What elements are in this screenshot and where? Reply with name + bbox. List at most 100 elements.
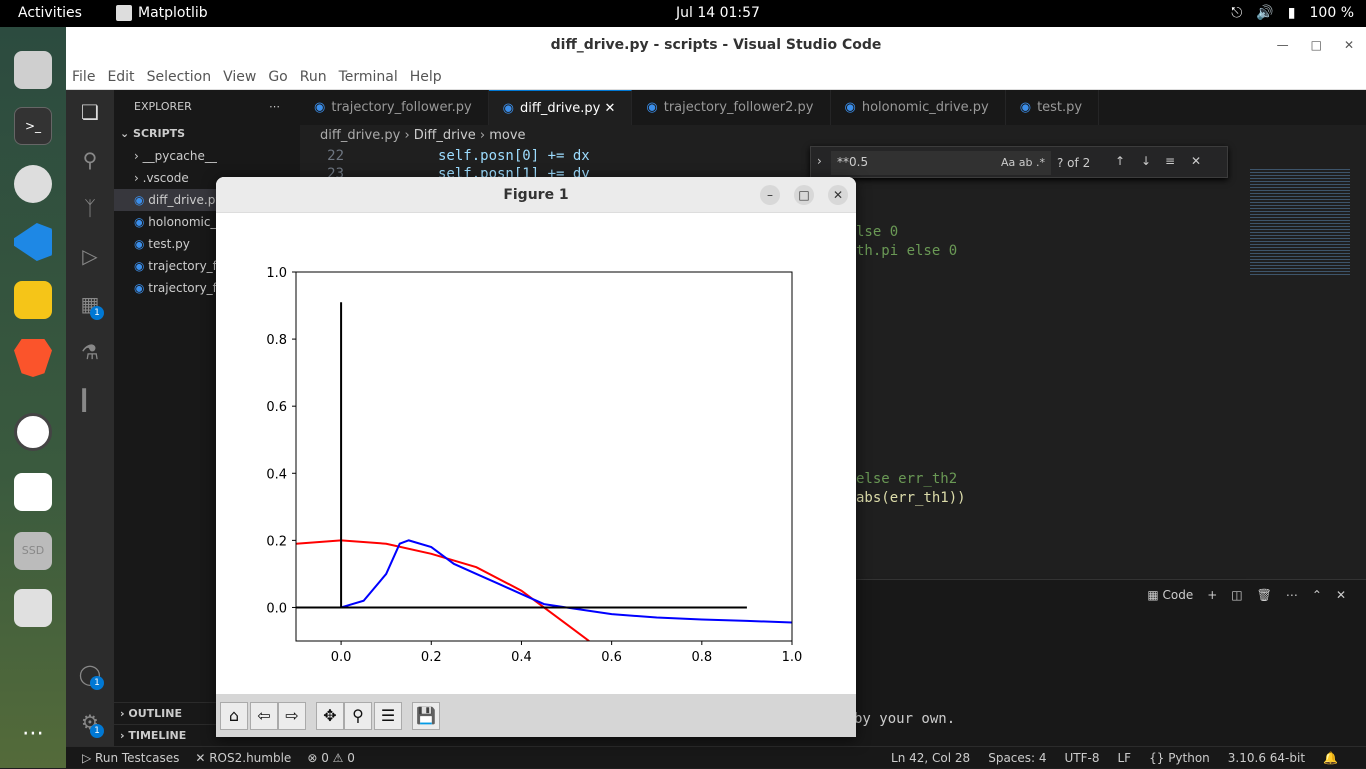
breadcrumb-class[interactable]: Diff_drive: [413, 128, 476, 143]
close-tab-icon[interactable]: ✕: [604, 101, 616, 116]
tab-holonomic-drive[interactable]: ◉ holonomic_drive.py: [831, 90, 1006, 125]
split-terminal-icon[interactable]: ◫: [1231, 588, 1243, 602]
code-fragment[interactable]: abs(err_th1)): [856, 490, 966, 506]
new-terminal-icon[interactable]: +: [1207, 588, 1218, 602]
app-menu[interactable]: Matplotlib: [116, 5, 208, 21]
close-icon[interactable]: ✕: [828, 185, 848, 205]
next-match-icon[interactable]: ↓: [1141, 154, 1152, 168]
save-icon[interactable]: 💾: [412, 702, 440, 730]
code-fragment[interactable]: else err_th2: [856, 471, 958, 487]
breadcrumb-method[interactable]: move: [489, 128, 526, 143]
search-icon[interactable]: ⚲: [82, 148, 98, 172]
problems-status[interactable]: ⊗ 0 ⚠ 0: [307, 751, 355, 765]
close-find-icon[interactable]: ✕: [1191, 154, 1202, 168]
tab-trajectory-follower[interactable]: ◉ trajectory_follower.py: [300, 90, 489, 125]
explorer-item[interactable]: › .vscode: [134, 171, 189, 185]
testing-icon[interactable]: ⚗: [81, 340, 99, 364]
plot-canvas[interactable]: 0.0 0.2 0.4 0.6 0.8 1.0 0.0 0.2 0.4 0.6 0.8 1.0: [216, 213, 856, 694]
series-line-1: [340, 539, 792, 624]
trash-icon[interactable]: [14, 589, 52, 627]
explorer-item[interactable]: ◉ trajectory_f: [134, 259, 217, 273]
run-debug-icon[interactable]: ▷: [82, 244, 98, 268]
menu-file[interactable]: File: [72, 68, 96, 85]
code-fragment[interactable]: th.pi else 0: [856, 243, 958, 259]
configure-subplots-icon[interactable]: ☰: [374, 702, 402, 730]
vscode-icon[interactable]: [14, 223, 52, 261]
explorer-item[interactable]: ◉ trajectory_f: [134, 281, 217, 295]
explorer-icon[interactable]: ❏: [81, 100, 99, 124]
app-name: Matplotlib: [138, 5, 208, 21]
minimap[interactable]: [1246, 147, 1366, 617]
battery-level: 100 %: [1309, 5, 1354, 21]
tab-diff-drive[interactable]: ◉ diff_drive.py ✕: [488, 90, 633, 125]
ros-status[interactable]: ✕ ROS2.humble: [195, 751, 292, 765]
tab-trajectory-follower2[interactable]: ◉ trajectory_follower2.py: [632, 90, 831, 125]
activities-button[interactable]: Activities: [18, 5, 82, 21]
disk-ssd-icon[interactable]: SSD: [14, 532, 52, 570]
line-endings[interactable]: LF: [1117, 751, 1132, 765]
matplotlib-icon[interactable]: [14, 413, 52, 451]
brave-browser-icon[interactable]: [14, 339, 52, 377]
system-tray[interactable]: ⎋ 🔊 ▮ 100 %: [1231, 5, 1354, 21]
outline-section[interactable]: › OUTLINE: [114, 702, 300, 724]
cursor-position[interactable]: Ln 42, Col 28: [891, 751, 971, 765]
source-control-icon[interactable]: ᛉ: [84, 196, 96, 220]
tab-test[interactable]: ◉ test.py: [1006, 90, 1100, 125]
show-apps-icon[interactable]: ⋯: [22, 721, 44, 746]
minimize-icon[interactable]: –: [760, 185, 780, 205]
python-interpreter[interactable]: 3.10.6 64-bit: [1227, 751, 1306, 765]
maximize-panel-icon[interactable]: ⌃: [1311, 588, 1322, 602]
timeline-section[interactable]: › TIMELINE: [114, 724, 300, 746]
notifications-icon[interactable]: 🔔: [1323, 751, 1338, 765]
language-mode[interactable]: {} Python: [1149, 751, 1210, 765]
match-case-option[interactable]: Aa: [1001, 156, 1016, 169]
indentation[interactable]: Spaces: 4: [988, 751, 1047, 765]
maximize-icon[interactable]: □: [1310, 38, 1322, 52]
zoom-icon[interactable]: ⚲: [344, 702, 372, 730]
software-icon[interactable]: [14, 165, 52, 203]
match-word-option[interactable]: ab: [1018, 156, 1033, 169]
back-icon[interactable]: ⇦: [250, 702, 278, 730]
minimize-icon[interactable]: —: [1276, 38, 1289, 52]
menu-run[interactable]: Run: [299, 68, 327, 85]
text-editor-icon[interactable]: [14, 473, 52, 511]
forward-icon[interactable]: ⇨: [278, 702, 306, 730]
find-input[interactable]: **0.5 Aa ab .*: [831, 151, 1051, 175]
folder-scripts[interactable]: ⌄ SCRIPTS: [120, 127, 186, 140]
menu-terminal[interactable]: Terminal: [338, 68, 398, 85]
menu-selection[interactable]: Selection: [146, 68, 212, 85]
code-line[interactable]: self.posn[0] += dx: [438, 148, 590, 164]
clock[interactable]: Jul 14 01:57: [676, 5, 760, 21]
toggle-replace-icon[interactable]: ›: [817, 154, 822, 168]
menu-view[interactable]: View: [223, 68, 257, 85]
charts-icon[interactable]: ▎: [82, 388, 98, 412]
code-fragment[interactable]: lse 0: [856, 224, 899, 240]
prev-match-icon[interactable]: ↑: [1115, 154, 1126, 168]
explorer-item[interactable]: ◉ holonomic_: [134, 215, 217, 229]
explorer-item[interactable]: ◉ test.py: [134, 237, 190, 251]
maximize-icon[interactable]: □: [794, 185, 814, 205]
matplotlib-toolbar: ⌂ ⇦ ⇨ ✥ ⚲ ☰ 💾: [216, 694, 856, 737]
close-panel-icon[interactable]: ✕: [1335, 588, 1346, 602]
home-icon[interactable]: ⌂: [220, 702, 248, 730]
regex-option[interactable]: .*: [1036, 156, 1045, 169]
more-actions-icon[interactable]: ⋯: [269, 100, 280, 113]
close-icon[interactable]: ✕: [1343, 38, 1354, 52]
terminal-output: by your own.: [854, 711, 956, 727]
files-icon[interactable]: [14, 51, 52, 89]
run-testcases-button[interactable]: ▷ Run Testcases: [82, 751, 180, 765]
find-in-selection-icon[interactable]: ≡: [1165, 154, 1176, 168]
breadcrumb[interactable]: diff_drive.py › Diff_drive › move: [300, 125, 1366, 147]
kill-terminal-icon[interactable]: 🗑: [1256, 588, 1272, 602]
explorer-item[interactable]: › __pycache__: [134, 149, 217, 163]
terminal-profile[interactable]: ▦ Code: [1147, 588, 1194, 602]
encoding[interactable]: UTF-8: [1064, 751, 1100, 765]
breadcrumb-file[interactable]: diff_drive.py: [320, 128, 401, 143]
more-actions-icon[interactable]: ⋯: [1285, 588, 1298, 602]
pan-icon[interactable]: ✥: [316, 702, 344, 730]
calculator-icon[interactable]: [14, 281, 52, 319]
menu-help[interactable]: Help: [409, 68, 442, 85]
terminal-icon[interactable]: >_: [14, 107, 52, 145]
menu-edit[interactable]: Edit: [107, 68, 135, 85]
menu-go[interactable]: Go: [268, 68, 288, 85]
